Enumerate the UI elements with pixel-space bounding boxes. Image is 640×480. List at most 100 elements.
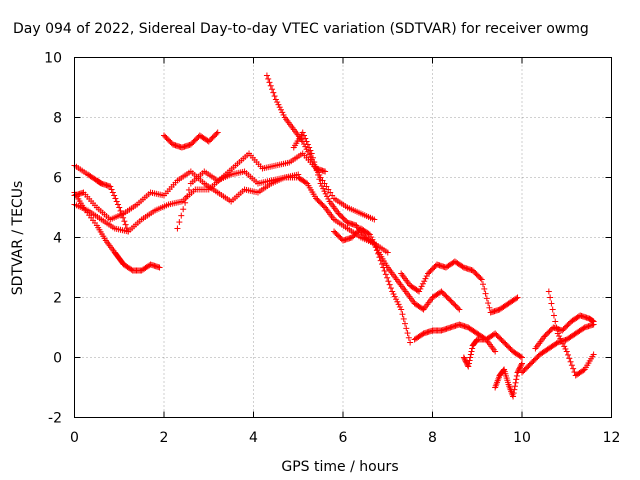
data-point [425, 270, 432, 277]
data-point [568, 362, 575, 369]
data-point [112, 195, 119, 202]
data-point [441, 291, 448, 298]
data-point [563, 323, 570, 330]
data-point [466, 357, 473, 364]
data-point [336, 211, 343, 218]
data-point [385, 278, 392, 285]
data-point [306, 144, 313, 151]
data-point [182, 199, 189, 206]
data-point [325, 195, 332, 202]
data-point [277, 106, 284, 113]
data-point [482, 290, 489, 297]
chart-title: Day 094 of 2022, Sidereal Day-to-day VTE… [13, 21, 589, 37]
data-point [447, 297, 454, 304]
data-point [481, 285, 488, 292]
data-point [400, 315, 407, 322]
data-point [355, 228, 362, 235]
data-point [471, 268, 478, 275]
data-points [71, 72, 597, 400]
data-point [308, 150, 315, 157]
data-point [547, 294, 554, 301]
data-point [108, 186, 115, 193]
data-point [419, 331, 426, 338]
data-point [275, 101, 282, 108]
y-tick-label: 10 [44, 51, 62, 67]
data-point [166, 137, 173, 144]
data-point [387, 285, 394, 292]
data-point [373, 244, 380, 251]
data-point [322, 190, 329, 197]
data-point [511, 383, 518, 390]
data-point [493, 331, 500, 338]
data-point [571, 369, 578, 376]
data-point [318, 183, 325, 190]
data-point [492, 348, 499, 355]
data-point [214, 129, 221, 136]
y-tick-label: 0 [53, 351, 62, 367]
data-point [403, 325, 410, 332]
data-point [318, 200, 325, 207]
data-point [554, 330, 561, 337]
data-point [446, 296, 453, 303]
data-point [386, 281, 393, 288]
data-point [338, 213, 345, 220]
data-point [307, 153, 314, 160]
data-point [307, 147, 314, 154]
data-point [430, 265, 437, 272]
data-point [500, 367, 507, 374]
data-point [556, 333, 563, 340]
data-point [530, 357, 537, 364]
data-point [513, 295, 520, 302]
data-point [448, 298, 455, 305]
data-point [332, 229, 339, 236]
data-point [128, 266, 135, 273]
data-point [402, 320, 409, 327]
data-point [333, 231, 340, 238]
y-tick-label: 6 [53, 171, 62, 187]
data-point [519, 369, 525, 376]
data-point [465, 363, 472, 370]
data-point [562, 345, 569, 352]
data-point [123, 225, 130, 232]
data-point [497, 335, 504, 342]
data-point [180, 206, 187, 213]
data-point [174, 225, 181, 232]
data-point [212, 132, 219, 139]
data-point [156, 264, 163, 271]
data-point [301, 132, 308, 139]
data-point [184, 193, 191, 200]
data-point [390, 291, 397, 298]
data-point [515, 366, 522, 373]
data-point [399, 311, 406, 318]
data-point [570, 365, 577, 372]
data-point [114, 201, 121, 208]
data-point [469, 345, 476, 352]
data-point [467, 351, 474, 358]
data-point [452, 302, 459, 309]
data-point [507, 345, 514, 352]
data-point [473, 271, 480, 278]
data-point [311, 159, 318, 166]
data-point [371, 240, 378, 247]
data-point [511, 386, 518, 393]
x-axis-label: GPS time / hours [281, 459, 398, 475]
data-point [263, 72, 270, 79]
data-point [431, 264, 438, 271]
data-point [109, 189, 116, 196]
data-point [510, 390, 517, 397]
data-point [485, 300, 492, 307]
data-point [427, 267, 434, 274]
data-point [517, 353, 524, 360]
data-point [444, 294, 451, 301]
data-point [547, 327, 554, 334]
y-tick-label: 2 [53, 291, 62, 307]
data-point [558, 338, 565, 345]
data-point [522, 365, 529, 372]
data-point [422, 275, 429, 282]
data-point [317, 180, 324, 187]
data-point [113, 198, 120, 205]
data-point [453, 303, 460, 310]
data-point [324, 193, 331, 200]
data-point [265, 75, 272, 82]
data-point [519, 360, 525, 367]
